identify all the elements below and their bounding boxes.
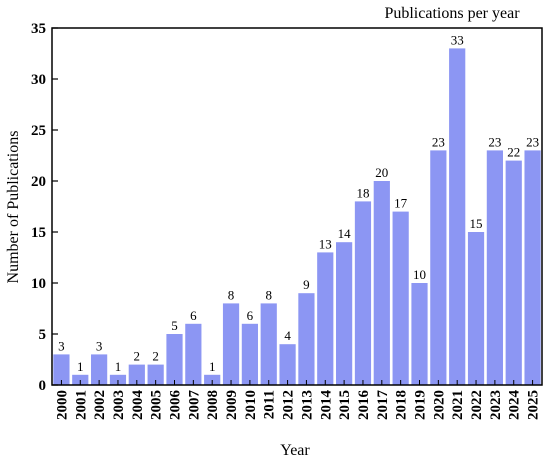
data-label-2022: 15	[470, 216, 483, 231]
bar-2000	[53, 354, 70, 385]
bar-2001	[72, 374, 89, 385]
x-tick-label-2017: 2017	[375, 390, 391, 421]
bar-2022	[467, 232, 485, 385]
x-tick-label-2024: 2024	[507, 390, 523, 421]
data-label-2005: 2	[152, 349, 159, 364]
bar-2007	[185, 323, 202, 385]
x-tick-label-2009: 2009	[224, 390, 240, 420]
data-label-2014: 13	[319, 236, 332, 251]
y-tick-label: 15	[31, 225, 46, 241]
data-label-2006: 5	[171, 318, 178, 333]
data-label-2023: 23	[488, 134, 501, 149]
x-tick-label-2020: 2020	[431, 390, 447, 420]
x-tick-label-2018: 2018	[394, 390, 410, 420]
bar-2014	[317, 252, 334, 385]
x-tick-label-2008: 2008	[205, 390, 221, 420]
x-tick-label-2019: 2019	[413, 390, 429, 420]
bar-2016	[354, 201, 372, 385]
bar-2002	[91, 354, 108, 385]
y-tick-label: 20	[31, 174, 46, 190]
bar-2023	[486, 150, 503, 385]
bar-2012	[279, 344, 296, 385]
x-tick-label-2014: 2014	[318, 390, 334, 421]
data-label-2015: 14	[338, 226, 352, 241]
data-label-2012: 4	[284, 328, 291, 343]
y-axis-ticks: 0 5 10 15 20 25 30 35	[31, 21, 58, 394]
x-tick-label-2010: 2010	[243, 390, 259, 420]
x-tick-label-2000: 2000	[54, 390, 70, 420]
x-tick-label-2022: 2022	[469, 390, 485, 420]
x-tick-label-2001: 2001	[73, 390, 89, 420]
data-label-2000: 3	[58, 338, 65, 353]
x-tick-label-2007: 2007	[186, 390, 202, 421]
data-label-2002: 3	[96, 338, 103, 353]
x-tick-label-2012: 2012	[281, 390, 297, 420]
bar-2018	[392, 211, 409, 385]
bar-2019	[411, 283, 428, 385]
data-label-2018: 17	[394, 196, 408, 211]
x-axis-ticks: 2000 2001 2002 2003 2004 2005 2006 2007 2008 2009…	[54, 380, 542, 421]
x-tick-label-2025: 2025	[526, 390, 542, 420]
bar-2011	[260, 303, 277, 385]
x-tick-label-2002: 2002	[92, 390, 108, 420]
data-label-2004: 2	[134, 349, 141, 364]
bar-2003	[109, 374, 127, 385]
data-label-2007: 6	[190, 308, 197, 323]
data-label-2011: 8	[265, 287, 272, 302]
data-label-2003: 1	[115, 359, 122, 374]
data-label-2009: 8	[228, 287, 235, 302]
bars-group	[53, 48, 541, 386]
x-tick-label-2021: 2021	[450, 390, 466, 420]
y-tick-label: 25	[31, 123, 46, 139]
x-tick-label-2016: 2016	[356, 390, 372, 421]
data-label-2017: 20	[375, 165, 388, 180]
bar-2015	[336, 242, 353, 385]
x-tick-label-2004: 2004	[130, 390, 146, 421]
bar-2005	[147, 364, 164, 385]
bar-2010	[241, 323, 258, 385]
y-tick-label: 10	[31, 276, 46, 292]
y-tick-label: 35	[31, 21, 46, 37]
bar-2004	[128, 364, 145, 385]
y-axis-label: Number of Publications	[5, 131, 22, 284]
y-tick-label: 0	[39, 378, 47, 394]
chart-title: Publications per year	[384, 5, 520, 22]
bar-2017	[373, 181, 390, 385]
x-tick-label-2011: 2011	[262, 390, 278, 419]
data-label-2001: 1	[77, 359, 84, 374]
x-tick-label-2013: 2013	[299, 390, 315, 420]
x-tick-label-2006: 2006	[168, 390, 184, 421]
bar-2013	[298, 293, 315, 385]
x-axis-label: Year	[280, 442, 310, 459]
data-label-2024: 22	[507, 145, 520, 160]
data-label-2019: 10	[413, 267, 426, 282]
bar-2021	[449, 48, 466, 386]
data-label-2010: 6	[247, 308, 254, 323]
x-tick-label-2005: 2005	[149, 390, 165, 420]
bar-2008	[204, 374, 221, 385]
data-label-2016: 18	[356, 185, 369, 200]
x-tick-label-2015: 2015	[337, 390, 353, 420]
data-label-2013: 9	[303, 277, 310, 292]
bar-2006	[166, 334, 183, 385]
data-label-2021: 33	[451, 32, 464, 47]
data-label-2025: 23	[526, 134, 539, 149]
data-label-2008: 1	[209, 359, 216, 374]
x-tick-label-2003: 2003	[111, 390, 127, 420]
bar-2009	[222, 303, 240, 385]
bar-2020	[430, 150, 447, 385]
x-tick-label-2023: 2023	[488, 390, 504, 420]
plot-frame	[51, 27, 543, 386]
y-tick-label: 30	[31, 72, 46, 88]
bar-2025	[524, 150, 541, 385]
data-label-2020: 23	[432, 134, 445, 149]
bar-2024	[505, 160, 522, 385]
y-tick-label: 5	[39, 327, 47, 343]
